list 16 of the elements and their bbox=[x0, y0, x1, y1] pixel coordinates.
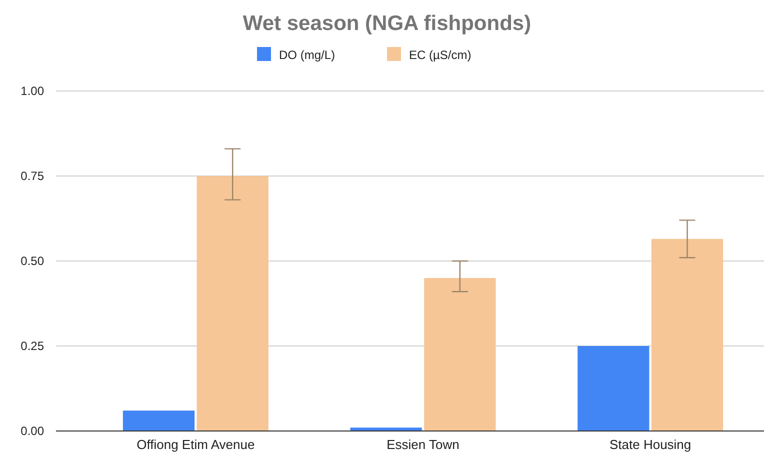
bar bbox=[651, 238, 724, 431]
chart-title: Wet season (NGA fishponds) bbox=[242, 12, 532, 35]
y-tick-label: 1.00 bbox=[20, 84, 44, 98]
bar bbox=[196, 176, 268, 431]
bar bbox=[122, 410, 195, 431]
y-tick-label: 0.00 bbox=[20, 424, 44, 438]
x-tick-label: Essien Town bbox=[386, 437, 460, 452]
legend-label: DO (mg/L) bbox=[279, 48, 336, 62]
x-tick-label: State Housing bbox=[609, 437, 692, 452]
y-tick-label: 0.25 bbox=[20, 339, 44, 353]
y-tick-label: 0.50 bbox=[20, 254, 44, 268]
bar bbox=[424, 278, 496, 431]
legend-label: EC (µS/cm) bbox=[409, 48, 472, 62]
bar bbox=[578, 346, 650, 431]
y-tick-label: 0.75 bbox=[20, 169, 44, 183]
x-tick-label: Offiong Etim Avenue bbox=[136, 437, 255, 452]
